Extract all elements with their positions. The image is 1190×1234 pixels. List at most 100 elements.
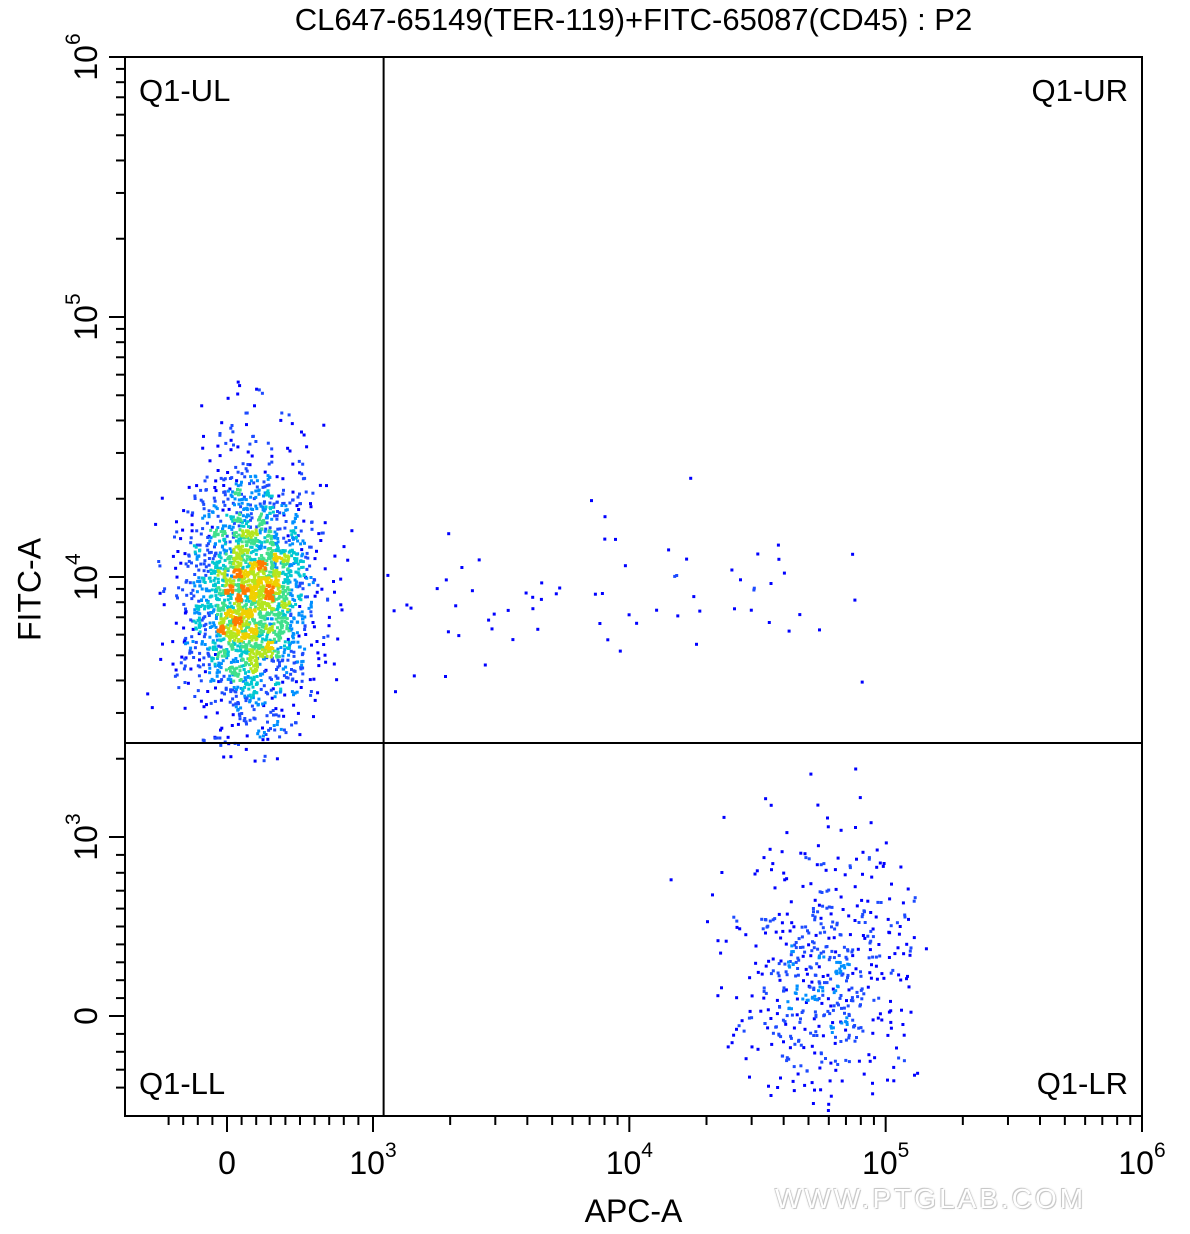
event-dot (249, 545, 253, 549)
event-dot (784, 1022, 788, 1026)
event-dot (810, 1044, 814, 1048)
event-dot (242, 668, 246, 672)
event-dot (771, 862, 775, 866)
event-dot (242, 664, 246, 668)
event-dot (834, 950, 838, 954)
event-dot (198, 618, 202, 622)
event-dot (590, 499, 593, 503)
event-dot (255, 652, 259, 656)
event-dot (870, 963, 873, 967)
event-dot (200, 599, 203, 602)
event-dot (277, 714, 281, 718)
event-dot (777, 962, 781, 966)
event-dot (806, 998, 810, 1002)
event-dot (267, 576, 271, 580)
event-dot (198, 584, 202, 588)
event-dot (246, 587, 249, 591)
event-dot (889, 971, 893, 975)
quadrant-label-ul: Q1-UL (139, 73, 230, 108)
event-dot (224, 552, 228, 556)
event-dot (297, 634, 301, 638)
event-dot (248, 584, 252, 588)
event-dot (281, 587, 285, 591)
event-dot (268, 570, 272, 574)
event-dot (826, 1009, 830, 1013)
event-dot (405, 603, 409, 607)
event-dot (844, 1038, 848, 1042)
event-dot (880, 1018, 884, 1022)
event-dot (253, 663, 257, 667)
x-tick-label: 103 (349, 1139, 396, 1181)
event-dot (234, 465, 238, 469)
event-dot (229, 678, 233, 682)
event-dot (222, 626, 226, 630)
event-dot (258, 588, 262, 592)
event-dot (300, 610, 304, 614)
event-dot (193, 497, 197, 500)
event-dot (278, 594, 282, 598)
event-dot (811, 1102, 815, 1105)
event-dot (288, 580, 292, 584)
event-dot (243, 592, 247, 595)
event-dot (268, 553, 272, 556)
event-dot (260, 607, 264, 611)
event-dot (603, 515, 607, 519)
event-dot (851, 948, 855, 952)
event-dot (199, 532, 203, 536)
event-dot (285, 562, 289, 566)
event-dot (853, 885, 857, 889)
event-dot (270, 553, 274, 557)
event-dot (843, 873, 847, 877)
event-dot (212, 621, 216, 625)
event-dot (282, 630, 286, 634)
event-dot (782, 986, 786, 990)
event-dot (825, 945, 829, 948)
event-dot (240, 652, 244, 656)
event-dot (260, 625, 264, 628)
event-dot (255, 485, 259, 489)
event-dot (834, 989, 838, 993)
event-dot (264, 516, 268, 520)
event-dot (799, 1043, 803, 1047)
event-dot (312, 578, 316, 582)
event-dot (835, 923, 839, 927)
event-dot (266, 645, 270, 649)
event-dot (246, 611, 250, 615)
event-dot (244, 534, 248, 538)
event-dot (282, 592, 285, 596)
event-dot (878, 954, 882, 958)
event-dot (886, 1033, 890, 1037)
event-dot (236, 556, 240, 560)
event-dot (219, 607, 222, 611)
event-dot (216, 514, 220, 518)
event-dot (296, 534, 300, 538)
event-dot (234, 539, 238, 543)
event-dot (286, 554, 290, 558)
event-dot (206, 569, 210, 573)
event-dot (245, 614, 249, 618)
event-dot (275, 723, 279, 727)
event-dot (259, 605, 263, 608)
event-dot (282, 513, 286, 517)
event-dot (309, 605, 313, 609)
event-dot (222, 537, 226, 541)
event-dot (271, 640, 275, 644)
event-dot (536, 627, 540, 631)
event-dot (258, 654, 262, 658)
event-dot (912, 936, 916, 940)
event-dot (283, 549, 287, 553)
event-dot (276, 604, 280, 608)
event-dot (215, 674, 219, 678)
event-dot (270, 460, 274, 464)
event-dot (228, 577, 232, 581)
event-dot (249, 667, 253, 671)
y-axis-label: FITC-A (11, 537, 48, 642)
event-dot (301, 552, 305, 556)
event-dot (230, 424, 234, 427)
event-dot (250, 704, 254, 708)
event-dot (350, 529, 354, 533)
event-dot (270, 517, 274, 521)
event-dot (244, 633, 248, 637)
event-dot (861, 912, 865, 916)
event-dot (216, 653, 220, 657)
